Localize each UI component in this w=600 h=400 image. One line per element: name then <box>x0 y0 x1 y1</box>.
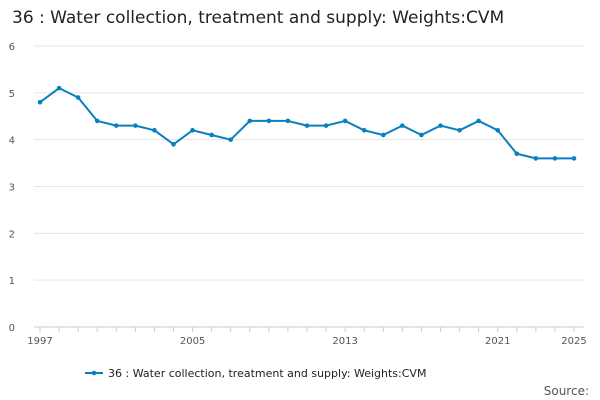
y-tick-label-1: 1 <box>9 276 15 287</box>
data-point-2005 <box>190 128 195 133</box>
y-tick-label-4: 4 <box>9 136 15 147</box>
data-point-2022 <box>514 151 520 157</box>
x-tick-label-2013: 2013 <box>332 336 357 347</box>
y-tick-label-5: 5 <box>9 89 15 100</box>
source-label: Source: <box>544 384 589 398</box>
x-tick-label-2025: 2025 <box>561 336 586 347</box>
data-point-2016 <box>400 123 405 128</box>
data-point-2024 <box>552 156 558 161</box>
data-point-2006 <box>209 132 214 138</box>
data-point-2011 <box>304 123 310 128</box>
data-point-2025 <box>571 156 577 161</box>
data-point-2007 <box>228 137 234 142</box>
y-tick-label-2: 2 <box>9 229 15 240</box>
data-point-1997 <box>37 99 43 105</box>
y-tick-label-0: 0 <box>9 323 15 334</box>
chart-title: 36 : Water collection, treatment and sup… <box>12 8 505 28</box>
legend-marker <box>91 370 97 376</box>
data-point-2014 <box>361 128 367 133</box>
y-tick-label-3: 3 <box>9 183 15 194</box>
data-point-2020 <box>476 118 481 124</box>
legend-label: 36 : Water collection, treatment and sup… <box>108 367 426 380</box>
y-tick-label-6: 6 <box>9 42 15 53</box>
data-point-2013 <box>342 118 348 124</box>
data-point-2010 <box>285 118 291 124</box>
x-tick-label-2021: 2021 <box>485 336 510 347</box>
data-point-2008 <box>247 118 253 124</box>
data-point-2009 <box>266 118 272 124</box>
data-point-1998 <box>56 85 62 91</box>
data-point-2003 <box>152 128 157 133</box>
x-tick-label-2005: 2005 <box>180 336 205 347</box>
data-point-2021 <box>495 128 501 133</box>
series-line-0 <box>39 87 574 160</box>
data-point-2012 <box>323 123 329 128</box>
data-point-2018 <box>438 123 443 128</box>
x-tick-label-1997: 1997 <box>27 336 52 347</box>
data-point-2004 <box>171 142 176 147</box>
data-point-2019 <box>457 128 462 133</box>
data-point-2000 <box>94 118 100 124</box>
data-point-2001 <box>113 123 119 128</box>
data-point-2002 <box>133 123 138 128</box>
data-point-1999 <box>75 95 81 100</box>
data-point-2023 <box>533 156 539 161</box>
data-point-2017 <box>419 132 424 138</box>
data-point-2015 <box>380 132 386 138</box>
